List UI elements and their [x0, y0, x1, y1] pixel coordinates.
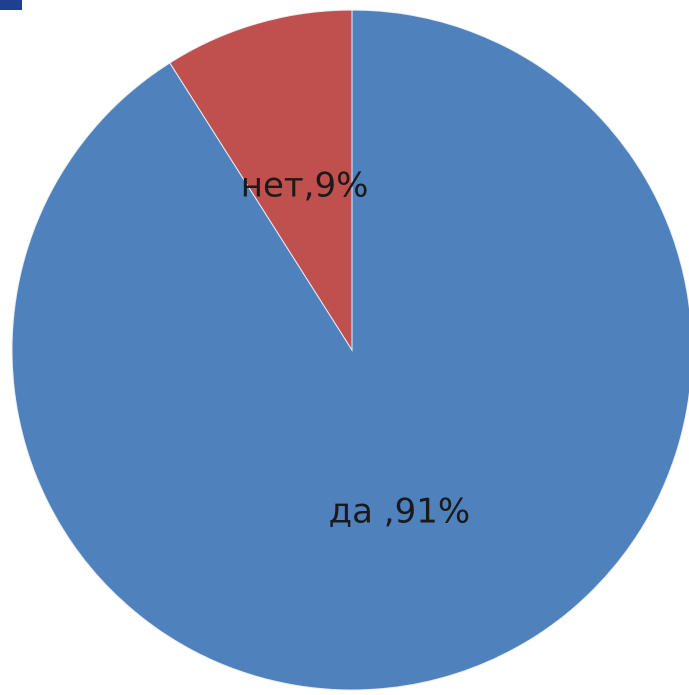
header-fragment	[0, 0, 22, 10]
pie-slice	[169, 9, 353, 352]
pie-slice	[11, 9, 689, 691]
data-label: нет,9%	[241, 165, 369, 205]
data-label: да ,91%	[329, 492, 471, 532]
